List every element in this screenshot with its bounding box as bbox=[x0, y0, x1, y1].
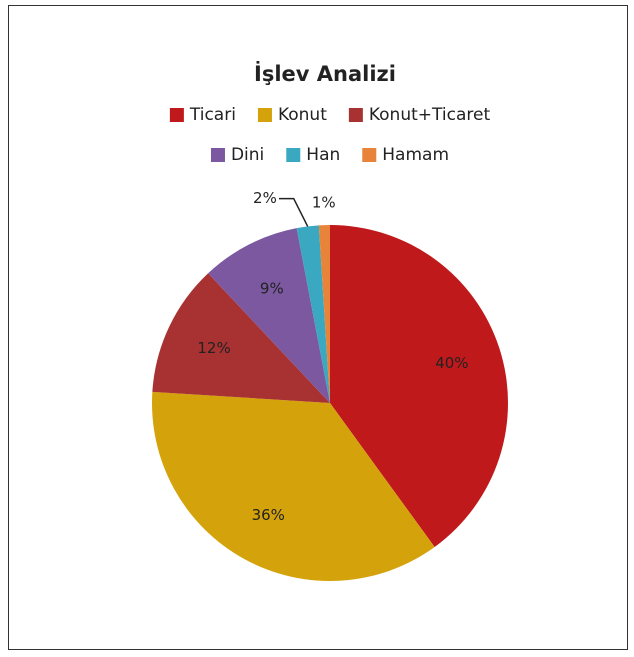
legend-swatch bbox=[362, 148, 377, 162]
legend-swatch bbox=[169, 108, 184, 122]
legend-label: Han bbox=[306, 145, 340, 165]
legend-swatch bbox=[348, 108, 363, 122]
leader-line bbox=[278, 197, 309, 227]
legend-swatch bbox=[257, 108, 272, 122]
pie-slice bbox=[296, 225, 330, 403]
data-label: 40% bbox=[435, 354, 468, 372]
legend-label: Ticari bbox=[189, 105, 236, 125]
legend-label: Konut+Ticaret bbox=[369, 105, 491, 125]
pie-slice bbox=[151, 391, 435, 581]
legend-swatch bbox=[210, 148, 225, 162]
legend-swatch bbox=[286, 148, 301, 162]
pie-slice bbox=[318, 225, 330, 403]
pie-slice bbox=[208, 228, 330, 403]
data-label: 36% bbox=[252, 506, 285, 524]
data-label: 12% bbox=[197, 339, 230, 357]
legend-label: Hamam bbox=[382, 145, 449, 165]
pie-slice bbox=[152, 273, 330, 403]
legend-label: Konut bbox=[278, 105, 327, 125]
legend-label: Dini bbox=[231, 145, 264, 165]
data-label: 2% bbox=[253, 189, 277, 207]
chart-title: İşlev Analizi bbox=[254, 61, 396, 86]
data-label: 9% bbox=[260, 279, 284, 297]
data-label: 1% bbox=[312, 194, 336, 212]
pie-slice bbox=[330, 225, 508, 548]
